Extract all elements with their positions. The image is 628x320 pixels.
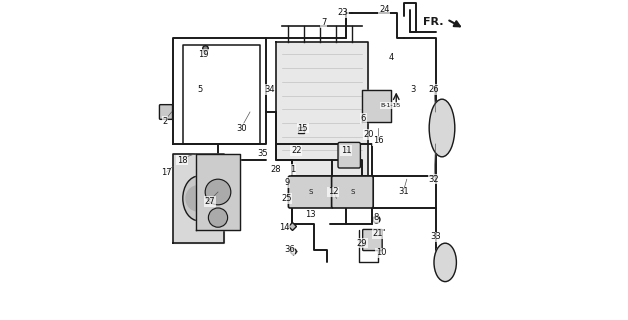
- Text: 21: 21: [373, 229, 383, 238]
- Text: 3: 3: [411, 85, 416, 94]
- Text: 13: 13: [305, 210, 316, 219]
- Text: 24: 24: [379, 5, 389, 14]
- Text: 34: 34: [264, 85, 274, 94]
- Ellipse shape: [183, 176, 215, 221]
- Text: 23: 23: [337, 8, 348, 17]
- FancyBboxPatch shape: [362, 229, 382, 251]
- Text: 14: 14: [279, 223, 290, 232]
- Text: 10: 10: [376, 248, 386, 257]
- Text: 27: 27: [205, 197, 215, 206]
- Text: 18: 18: [177, 156, 188, 164]
- Text: 6: 6: [360, 114, 366, 123]
- Text: 11: 11: [341, 146, 351, 155]
- Text: FR.: FR.: [423, 17, 443, 28]
- Circle shape: [186, 186, 212, 211]
- FancyBboxPatch shape: [288, 176, 333, 208]
- Text: 32: 32: [429, 175, 440, 184]
- Text: 9: 9: [284, 178, 290, 187]
- Text: 7: 7: [321, 18, 327, 27]
- Text: S: S: [308, 189, 313, 195]
- Text: 35: 35: [257, 149, 268, 158]
- Polygon shape: [195, 154, 241, 230]
- Ellipse shape: [434, 243, 457, 282]
- Text: 12: 12: [328, 188, 338, 196]
- Text: 17: 17: [161, 168, 171, 177]
- Text: 4: 4: [388, 53, 393, 62]
- Text: 22: 22: [291, 146, 301, 155]
- Text: 25: 25: [281, 194, 291, 203]
- Text: 15: 15: [298, 124, 308, 132]
- Text: 1: 1: [290, 165, 295, 174]
- Text: 2: 2: [163, 117, 168, 126]
- FancyBboxPatch shape: [338, 142, 360, 168]
- Text: 30: 30: [237, 124, 247, 132]
- Text: B-1-15: B-1-15: [381, 103, 401, 108]
- Polygon shape: [276, 42, 369, 176]
- Ellipse shape: [429, 99, 455, 157]
- Polygon shape: [173, 154, 224, 243]
- Text: 20: 20: [364, 130, 374, 139]
- Circle shape: [208, 208, 227, 227]
- Circle shape: [205, 179, 231, 205]
- FancyBboxPatch shape: [332, 176, 373, 208]
- Text: 8: 8: [374, 213, 379, 222]
- Text: 26: 26: [429, 85, 440, 94]
- Text: 16: 16: [372, 136, 383, 145]
- Text: 36: 36: [284, 245, 295, 254]
- Text: 33: 33: [430, 232, 441, 241]
- Text: 31: 31: [398, 188, 409, 196]
- FancyBboxPatch shape: [160, 105, 173, 119]
- Text: 5: 5: [198, 85, 203, 94]
- Text: 28: 28: [270, 165, 281, 174]
- Polygon shape: [362, 90, 391, 122]
- Text: 19: 19: [198, 50, 209, 59]
- Text: S: S: [350, 189, 355, 195]
- Text: 29: 29: [357, 239, 367, 248]
